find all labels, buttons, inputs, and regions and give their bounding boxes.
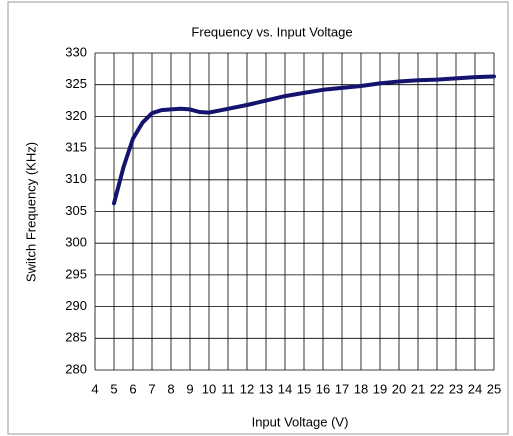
x-tick-label: 20: [392, 381, 406, 396]
y-tick-label: 285: [65, 330, 87, 345]
x-tick-label: 22: [430, 381, 444, 396]
y-tick-label: 330: [65, 44, 87, 59]
x-tick-label: 6: [129, 381, 136, 396]
x-tick-label: 14: [278, 381, 292, 396]
x-tick-label: 23: [449, 381, 463, 396]
y-tick-label: 290: [65, 298, 87, 313]
y-tick-label: 315: [65, 140, 87, 155]
x-tick-label: 7: [148, 381, 155, 396]
x-tick-label: 8: [167, 381, 174, 396]
x-tick-label: 5: [110, 381, 117, 396]
x-tick-label: 16: [316, 381, 330, 396]
y-tick-label: 310: [65, 171, 87, 186]
x-tick-label: 12: [240, 381, 254, 396]
x-tick-label: 15: [297, 381, 311, 396]
x-tick-label: 24: [468, 381, 482, 396]
y-tick-label: 280: [65, 361, 87, 376]
x-tick-label: 25: [487, 381, 501, 396]
x-tick-label: 19: [373, 381, 387, 396]
y-axis-label: Switch Frequency (KHz): [23, 142, 38, 282]
x-tick-label: 10: [202, 381, 216, 396]
x-axis-label: Input Voltage (V): [252, 414, 349, 429]
y-tick-label: 325: [65, 76, 87, 91]
x-tick-label: 17: [335, 381, 349, 396]
x-tick-label: 11: [221, 381, 235, 396]
x-tick-label: 13: [259, 381, 273, 396]
y-tick-label: 305: [65, 203, 87, 218]
data-line: [112, 74, 496, 206]
y-tick-label: 300: [65, 235, 87, 250]
chart-title: Frequency vs. Input Voltage: [191, 24, 352, 39]
x-tick-label: 21: [411, 381, 425, 396]
x-tick-label: 4: [91, 381, 98, 396]
y-tick-label: 320: [65, 108, 87, 123]
y-tick-label: 295: [65, 266, 87, 281]
x-tick-label: 18: [354, 381, 368, 396]
x-tick-label: 9: [186, 381, 193, 396]
frame: [7, 1, 509, 435]
